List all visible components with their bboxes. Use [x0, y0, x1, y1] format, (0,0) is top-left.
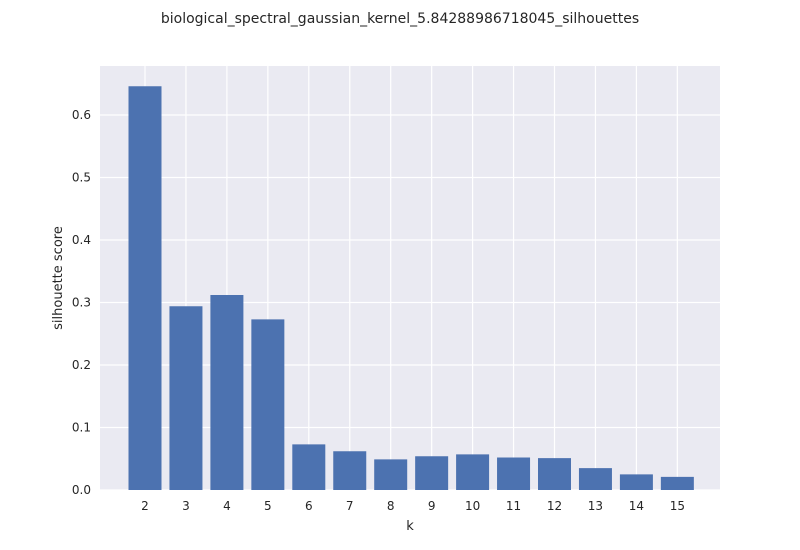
- y-tick-label: 0.0: [72, 483, 91, 497]
- x-tick-label: 10: [465, 499, 480, 513]
- bar-k-11: [497, 457, 531, 490]
- x-tick-label: 2: [141, 499, 149, 513]
- x-tick-labels: 2 3 4 5 6 7 8 9 10 11 12 13 14 15: [141, 499, 685, 513]
- x-tick-label: 6: [305, 499, 313, 513]
- bar-k-9: [415, 456, 449, 490]
- y-tick-label: 0.5: [72, 171, 91, 185]
- x-tick-label: 7: [346, 499, 354, 513]
- plot-area: [100, 66, 720, 490]
- y-tick-label: 0.3: [72, 296, 91, 310]
- y-axis-label: silhouette score: [51, 226, 66, 330]
- x-tick-label: 3: [182, 499, 190, 513]
- x-tick-label: 13: [588, 499, 603, 513]
- bar-k-3: [169, 306, 203, 490]
- bar-k-4: [210, 295, 244, 490]
- bar-k-12: [538, 458, 571, 490]
- x-axis-label: k: [406, 519, 414, 534]
- bar-k-7: [333, 451, 367, 490]
- bar-k-5: [251, 319, 285, 490]
- y-tick-label: 0.1: [72, 421, 91, 435]
- x-tick-label: 14: [629, 499, 644, 513]
- x-tick-label: 9: [428, 499, 436, 513]
- x-tick-label: 12: [547, 499, 562, 513]
- bar-k-6: [292, 444, 326, 490]
- y-tick-label: 0.6: [72, 108, 91, 122]
- bars: [128, 86, 694, 490]
- x-tick-label: 11: [506, 499, 521, 513]
- bar-k-15: [660, 476, 694, 490]
- x-tick-label: 8: [387, 499, 395, 513]
- x-tick-label: 4: [223, 499, 231, 513]
- y-tick-label: 0.2: [72, 358, 91, 372]
- bar-k-10: [456, 454, 490, 490]
- bar-k-8: [374, 459, 408, 490]
- chart-title: biological_spectral_gaussian_kernel_5.84…: [161, 11, 639, 27]
- bar-k-13: [578, 468, 612, 490]
- bar-k-14: [619, 474, 653, 490]
- y-tick-label: 0.4: [72, 233, 91, 247]
- x-tick-label: 15: [670, 499, 685, 513]
- x-tick-label: 5: [264, 499, 272, 513]
- y-tick-labels: 0.0 0.1 0.2 0.3 0.4 0.5 0.6: [72, 108, 91, 497]
- bar-k-2: [128, 86, 162, 490]
